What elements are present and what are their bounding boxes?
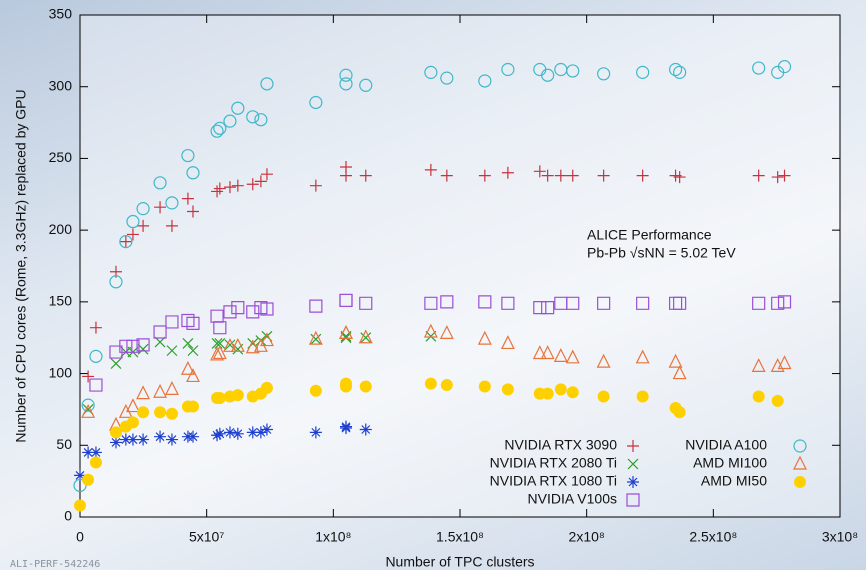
y-tick-label: 0 <box>64 508 72 524</box>
point <box>154 406 166 418</box>
legend-marker <box>794 476 806 488</box>
x-tick-label: 3x10⁸ <box>822 529 858 545</box>
point <box>753 391 765 403</box>
point <box>441 379 453 391</box>
y-tick-label: 250 <box>49 149 73 165</box>
y-tick-label: 100 <box>49 364 73 380</box>
legend-label: NVIDIA RTX 3090 <box>504 437 617 453</box>
x-tick-label: 0 <box>76 529 84 545</box>
point <box>310 385 322 397</box>
point <box>637 391 649 403</box>
point <box>542 388 554 400</box>
point <box>555 383 567 395</box>
annotation: Pb-Pb √sNN = 5.02 TeV <box>587 245 736 261</box>
point <box>567 386 579 398</box>
y-tick-label: 350 <box>49 6 73 22</box>
point <box>214 392 226 404</box>
watermark: ALI-PERF-542246 <box>10 559 100 570</box>
x-tick-label: 2.5x10⁸ <box>689 529 737 545</box>
legend-label: AMD MI50 <box>701 473 767 489</box>
point <box>340 380 352 392</box>
y-tick-label: 200 <box>49 221 73 237</box>
annotation: ALICE Performance <box>587 227 712 243</box>
x-tick-label: 1x10⁸ <box>315 529 351 545</box>
point <box>261 382 273 394</box>
point <box>598 391 610 403</box>
point <box>425 378 437 390</box>
x-axis-label: Number of TPC clusters <box>385 554 534 570</box>
point <box>137 406 149 418</box>
chart: Number of TPC clusters Number of CPU cor… <box>0 0 866 570</box>
legend-label: NVIDIA RTX 2080 Ti <box>490 455 617 471</box>
legend-label: NVIDIA V100s <box>528 491 618 507</box>
point <box>166 408 178 420</box>
legend-label: NVIDIA RTX 1080 Ti <box>490 473 617 489</box>
point <box>82 474 94 486</box>
legend-label: AMD MI100 <box>693 455 767 471</box>
point <box>232 389 244 401</box>
legend-label: NVIDIA A100 <box>685 437 767 453</box>
y-tick-label: 150 <box>49 293 73 309</box>
point <box>479 380 491 392</box>
point <box>772 395 784 407</box>
point <box>360 380 372 392</box>
point <box>187 401 199 413</box>
y-tick-label: 300 <box>49 77 73 93</box>
point <box>502 383 514 395</box>
x-tick-label: 2x10⁸ <box>569 529 605 545</box>
point <box>90 456 102 468</box>
y-axis-label: Number of CPU cores (Rome, 3.3GHz) repla… <box>13 89 29 442</box>
point <box>674 406 686 418</box>
x-tick-label: 1.5x10⁸ <box>436 529 484 545</box>
x-tick-label: 5x10⁷ <box>189 529 224 545</box>
point <box>127 416 139 428</box>
point <box>74 500 86 512</box>
y-tick-label: 50 <box>56 436 72 452</box>
